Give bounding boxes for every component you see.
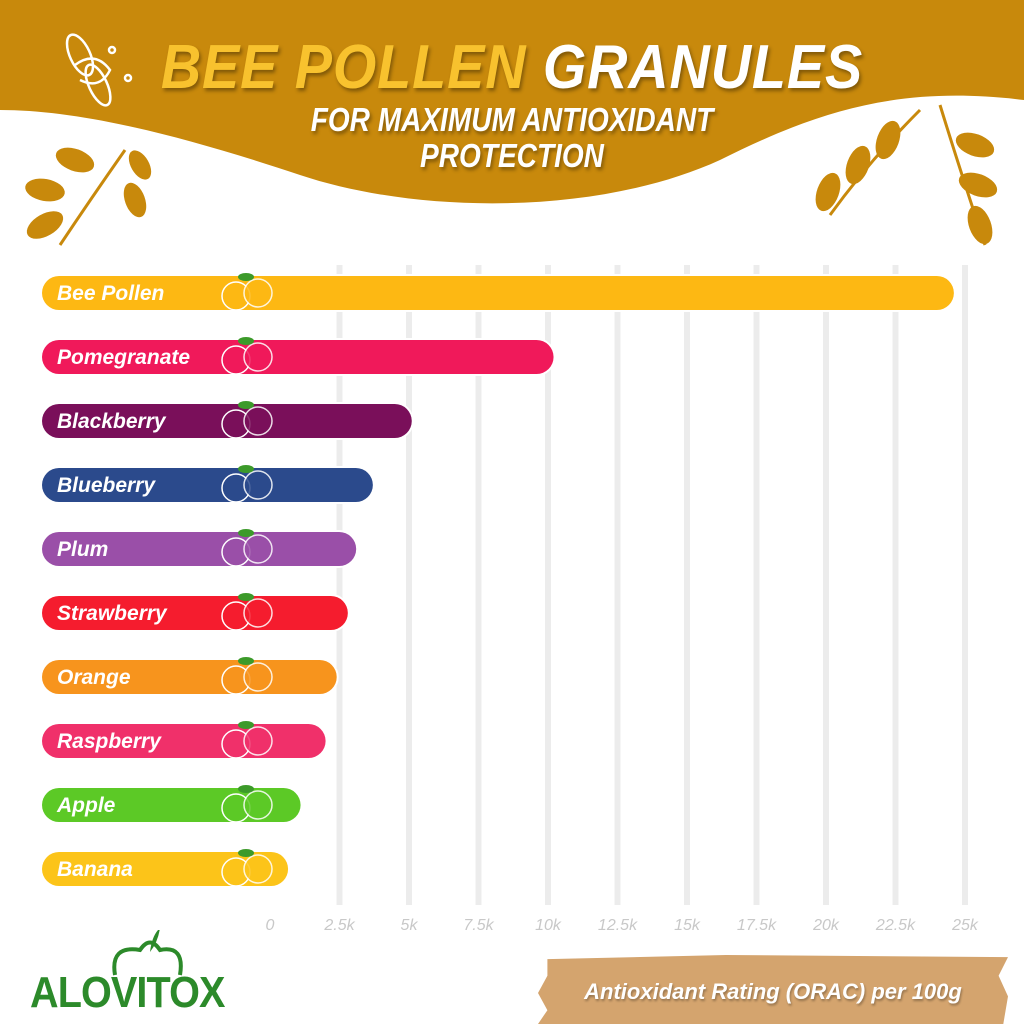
- x-tick-label: 12.5k: [598, 917, 638, 934]
- bar-outline: [40, 466, 375, 504]
- bar-label: Pomegranate: [57, 346, 190, 369]
- bar-banana: [42, 852, 289, 886]
- apple-fruit-icon: [221, 785, 273, 823]
- bar-label: Apple: [56, 794, 116, 817]
- bar-label: Orange: [57, 666, 131, 689]
- x-tick-label: 22.5k: [875, 917, 916, 934]
- x-tick-label: 20k: [812, 917, 840, 934]
- leaf-logo-icon: [112, 930, 183, 976]
- leaf-branch-left-icon: [25, 147, 152, 246]
- bar-outline: [40, 850, 291, 888]
- header-banner: BEE POLLEN GRANULES FOR MAXIMUM ANTIOXID…: [0, 0, 1024, 260]
- leaf-branch-right-icon: [815, 104, 998, 246]
- bar-outline: [40, 722, 328, 760]
- bar-raspberry: [42, 724, 326, 758]
- raspberry-fruit-icon: [221, 721, 273, 759]
- bar-outline: [40, 658, 339, 696]
- axis-label-banner: Antioxidant Rating (ORAC) per 100g: [538, 955, 1008, 1024]
- bar-outline: [40, 530, 359, 568]
- banner-shape: [0, 0, 1024, 246]
- bar-plum: [42, 532, 357, 566]
- x-tick-label: 5k: [401, 917, 419, 934]
- x-tick-label: 17.5k: [737, 917, 777, 934]
- bar-blueberry: [42, 468, 373, 502]
- blackberry-fruit-icon: [221, 401, 273, 439]
- page-title: BEE POLLEN GRANULES: [51, 32, 973, 103]
- bar-outline: [40, 402, 414, 440]
- strawberry-fruit-icon: [221, 593, 273, 631]
- bar-label: Bee Pollen: [57, 282, 164, 305]
- bar-orange: [42, 660, 337, 694]
- bar-outline: [40, 594, 350, 632]
- bar-label: Blackberry: [57, 410, 167, 433]
- bar-label: Strawberry: [57, 602, 168, 625]
- bar-outline: [40, 786, 303, 824]
- bar-pomegranate: [42, 340, 554, 374]
- bar-strawberry: [42, 596, 348, 630]
- subtitle-line-2: PROTECTION: [420, 137, 604, 174]
- orange-fruit-icon: [221, 657, 273, 695]
- bee-pollen-fruit-icon: [221, 273, 273, 311]
- bar-blackberry: [42, 404, 412, 438]
- bar-label: Plum: [57, 538, 108, 561]
- bee-icon: [65, 33, 133, 107]
- plum-fruit-icon: [221, 529, 273, 567]
- logo-text: ALOVITOX: [30, 968, 225, 1017]
- x-tick-label: 10k: [535, 917, 562, 934]
- title-highlight: BEE POLLEN: [160, 33, 527, 102]
- x-tick-label: 0: [266, 917, 275, 934]
- blueberry-fruit-icon: [221, 465, 273, 503]
- subtitle-line-1: FOR MAXIMUM ANTIOXIDANT: [310, 101, 714, 138]
- x-tick-label: 7.5k: [463, 917, 494, 934]
- x-axis-label: Antioxidant Rating (ORAC) per 100g: [584, 979, 962, 1004]
- x-tick-label: 25k: [951, 917, 979, 934]
- bar-label: Raspberry: [57, 730, 162, 753]
- page-subtitle: FOR MAXIMUM ANTIOXIDANT PROTECTION: [77, 102, 947, 174]
- bar-outline: [40, 338, 556, 376]
- bar-label: Banana: [57, 858, 133, 881]
- bar-apple: [42, 788, 301, 822]
- alovitox-logo: ALOVITOX: [30, 930, 245, 1020]
- bar-label: Blueberry: [57, 474, 156, 497]
- banana-fruit-icon: [221, 849, 273, 887]
- bar-bee-pollen: [42, 276, 954, 310]
- title-rest: GRANULES: [542, 33, 864, 102]
- x-tick-label: 15k: [674, 917, 701, 934]
- bar-outline: [40, 274, 956, 312]
- pomegranate-fruit-icon: [221, 337, 273, 375]
- x-tick-label: 2.5k: [323, 917, 355, 934]
